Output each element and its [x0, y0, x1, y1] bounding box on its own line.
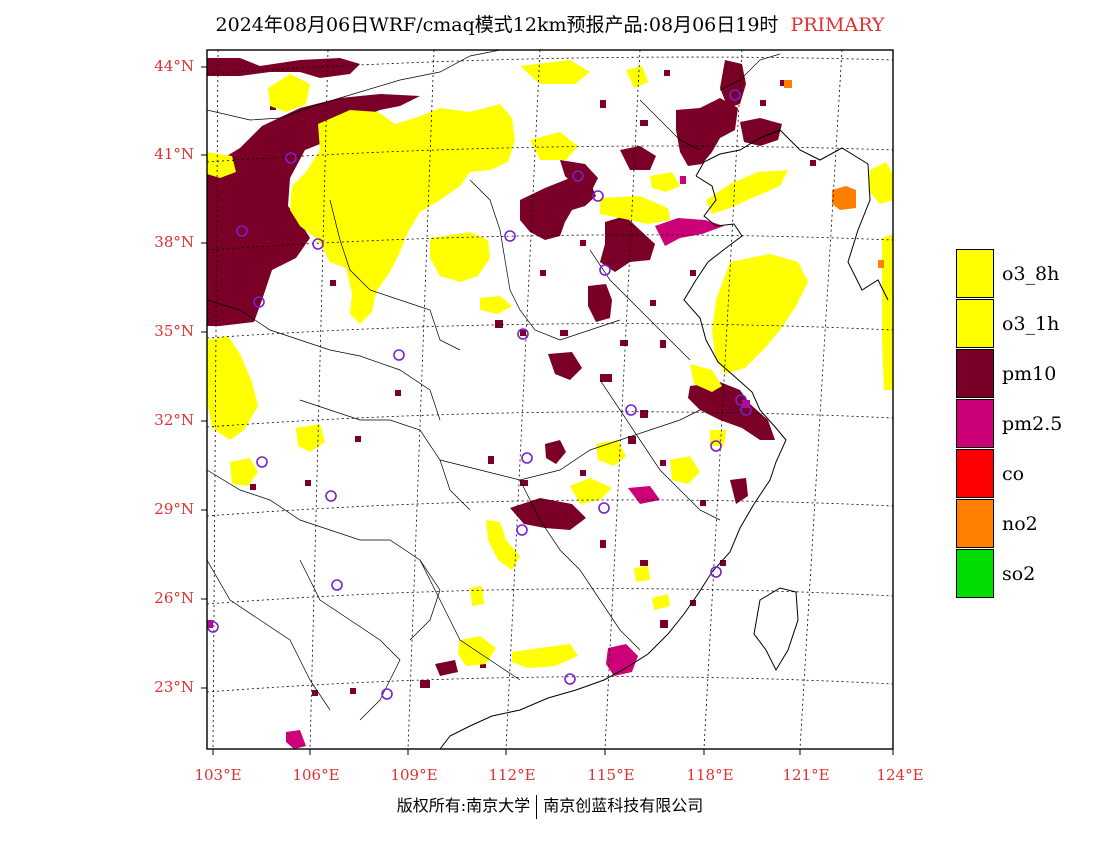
- lat-label-44: 44°N: [154, 57, 194, 75]
- lon-label-106: 106°E: [292, 766, 340, 784]
- legend-swatch: [956, 449, 994, 498]
- legend-label: pm2.5: [1002, 413, 1063, 435]
- legend-swatch: [956, 549, 994, 598]
- lon-label-115: 115°E: [587, 766, 635, 784]
- map-title: 2024年08月06日WRF/cmaq模式12km预报产品:08月06日19时 P…: [0, 10, 1100, 37]
- province-borders: [207, 50, 781, 721]
- legend-item-so2: so2: [956, 549, 1096, 599]
- legend-label: o3_8h: [1002, 263, 1060, 285]
- legend-swatch: [956, 499, 994, 548]
- copyright-separator: [536, 794, 538, 819]
- lat-label-38: 38°N: [154, 233, 194, 251]
- lon-label-103: 103°E: [194, 766, 242, 784]
- coastline: [439, 129, 889, 749]
- legend-swatch: [956, 349, 994, 398]
- lon-label-121: 121°E: [782, 766, 830, 784]
- pm10-specks: [250, 70, 816, 696]
- lat-label-26: 26°N: [154, 589, 194, 607]
- legend-label: no2: [1002, 513, 1038, 535]
- legend-item-co: co: [956, 449, 1096, 499]
- legend-item-o3-1h: o3_1h: [956, 299, 1096, 349]
- title-primary-tag: PRIMARY: [790, 14, 885, 36]
- legend-item-pm10: pm10: [956, 349, 1096, 399]
- map-frame: [206, 49, 894, 750]
- station-markers: [207, 89, 752, 700]
- lon-label-112: 112°E: [488, 766, 536, 784]
- lon-label-118: 118°E: [686, 766, 734, 784]
- legend-label: co: [1002, 463, 1025, 485]
- lat-label-35: 35°N: [154, 322, 194, 340]
- copyright-left: 版权所有:南京大学: [396, 796, 531, 815]
- legend-swatch: [956, 399, 994, 448]
- legend-item-no2: no2: [956, 499, 1096, 549]
- copyright: 版权所有:南京大学 南京创蓝科技有限公司: [0, 792, 1100, 819]
- lat-label-32: 32°N: [154, 411, 194, 429]
- legend-label: o3_1h: [1002, 313, 1060, 335]
- legend-swatch: [956, 249, 994, 298]
- legend-item-pm25: pm2.5: [956, 399, 1096, 449]
- lat-label-29: 29°N: [154, 500, 194, 518]
- o3-field: [207, 60, 893, 668]
- lon-label-109: 109°E: [390, 766, 438, 784]
- tick-marks: [201, 66, 894, 755]
- lat-label-41: 41°N: [154, 145, 194, 163]
- legend-label: pm10: [1002, 363, 1057, 385]
- legend-item-o3-8h: o3_8h: [956, 249, 1096, 299]
- lon-label-124: 124°E: [876, 766, 924, 784]
- no2-field: [784, 80, 884, 268]
- graticule: [207, 50, 893, 749]
- title-text: 2024年08月06日WRF/cmaq模式12km预报产品:08月06日19时: [215, 14, 779, 36]
- legend-swatch: [956, 299, 994, 348]
- legend-label: so2: [1002, 563, 1036, 585]
- lat-label-23: 23°N: [154, 678, 194, 696]
- copyright-right: 南京创蓝科技有限公司: [543, 796, 704, 815]
